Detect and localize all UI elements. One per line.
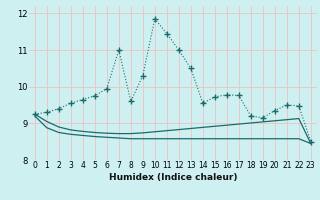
X-axis label: Humidex (Indice chaleur): Humidex (Indice chaleur) xyxy=(108,173,237,182)
